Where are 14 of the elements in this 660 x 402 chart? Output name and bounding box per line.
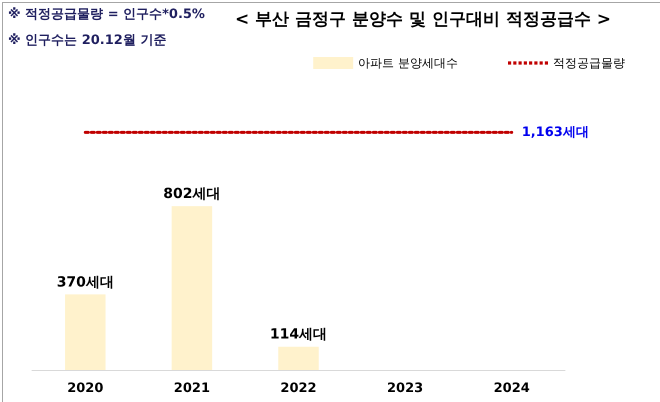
x-tick-label: 2020 bbox=[67, 381, 104, 396]
data-label: 114세대 bbox=[270, 326, 328, 343]
legend-label: 아파트 분양세대수 bbox=[358, 56, 458, 70]
x-tick-label: 2022 bbox=[280, 381, 317, 396]
x-tick-label: 2024 bbox=[494, 381, 530, 396]
data-label: 802세대 bbox=[163, 186, 221, 202]
text: ※ 적정공급물량 = 인구수*0.5% bbox=[8, 7, 205, 22]
chart-title: < 부산 금정구 분양수 및 인구대비 적정공급수 > bbox=[235, 10, 611, 30]
data-label: 1,163세대 bbox=[522, 124, 589, 140]
text: ※ 인구수는 20.12월 기준 bbox=[8, 33, 166, 48]
x-tick-label: 2023 bbox=[387, 381, 424, 396]
legend-label: 적정공급물량 bbox=[553, 56, 625, 70]
x-tick-label: 2021 bbox=[174, 381, 210, 396]
data-label: 370세대 bbox=[56, 274, 114, 290]
